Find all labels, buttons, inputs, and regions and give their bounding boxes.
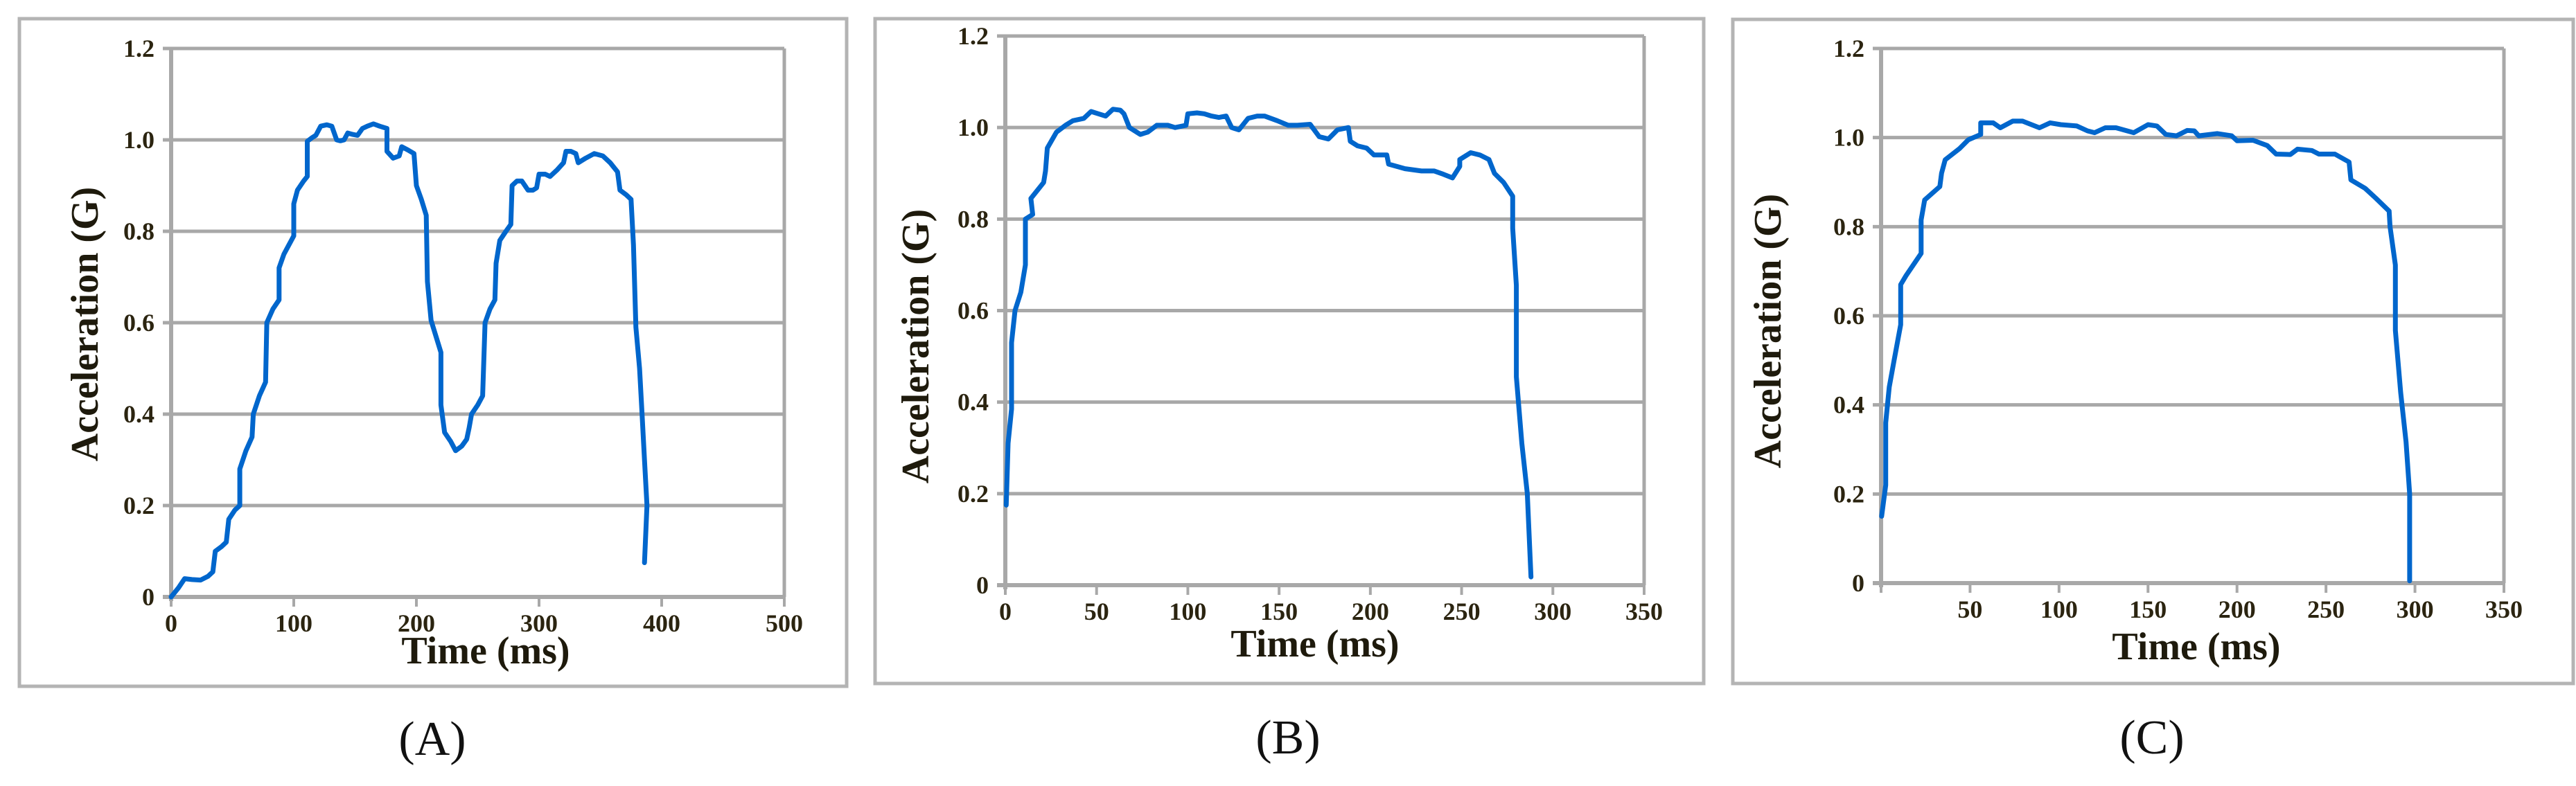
y-tick-label: 0.4 <box>123 400 155 428</box>
axes-c <box>1873 48 2505 593</box>
x-axis-label-c: Time (ms) <box>2112 625 2280 668</box>
y-tick-label: 0 <box>1852 569 1864 597</box>
acceleration-line-c <box>1879 118 2412 584</box>
x-tick-label: 300 <box>520 609 558 637</box>
y-tick-label: 0.6 <box>1833 302 1864 330</box>
x-tick-label: 350 <box>2485 596 2523 623</box>
y-tick-label: 0.4 <box>1833 391 1864 419</box>
panel-a: 0 100 200 300 400 500 0 0.2 0.4 0.6 0.8 1.0 1.2 Acce… <box>17 17 849 766</box>
x-tick-label: 0 <box>999 598 1012 625</box>
y-tick-label: 1.2 <box>1833 35 1864 62</box>
chart-frame-c <box>1731 17 2575 686</box>
y-tick-label: 0.6 <box>123 309 155 337</box>
x-tick-label: 150 <box>2129 596 2167 623</box>
y-tick-label: 1.2 <box>958 22 989 50</box>
y-tick-label: 1.0 <box>123 126 155 154</box>
panel-caption-c: (C) <box>2119 711 2184 765</box>
y-tick-label: 0.4 <box>958 388 989 416</box>
panel-caption-b: (B) <box>1255 711 1320 765</box>
x-tick-label: 100 <box>2040 596 2078 623</box>
x-tick-label: 50 <box>1084 598 1109 625</box>
y-tick-label: 0.2 <box>123 492 155 519</box>
x-tick-label: 500 <box>766 609 803 637</box>
x-tick-label: 100 <box>1169 598 1206 625</box>
y-tick-label: 0.8 <box>1833 213 1864 240</box>
y-tick-label: 1.0 <box>1833 124 1864 152</box>
x-axis-label-a: Time (ms) <box>401 629 570 672</box>
x-tick-label: 200 <box>398 609 435 637</box>
y-tick-label: 1.0 <box>958 114 989 141</box>
panel-b: 0 50 100 150 200 250 300 350 0 0.2 0.4 0.6 0.8 1.0 1.2… <box>873 17 1706 765</box>
y-axis-label-b: Acceleration (G) <box>894 209 937 483</box>
x-tick-label: 50 <box>1957 596 1982 623</box>
gridlines-b <box>997 34 1646 585</box>
x-tick-label: 300 <box>2397 596 2434 623</box>
x-tick-label: 400 <box>643 609 680 637</box>
tick-labels-b: 0 50 100 150 200 250 300 350 0 0.2 0.4 0.6 0.8 1.0 1.2 <box>958 22 1663 625</box>
tick-labels-a: 0 100 200 300 400 500 0 0.2 0.4 0.6 0.8 1.0 1.2 <box>123 35 803 637</box>
y-tick-label: 0.2 <box>958 480 989 508</box>
x-tick-label: 250 <box>1443 598 1481 625</box>
x-tick-label: 200 <box>2218 596 2256 623</box>
x-tick-label: 200 <box>1352 598 1389 625</box>
x-tick-label: 0 <box>165 609 177 637</box>
acceleration-line-a <box>168 121 650 600</box>
y-tick-label: 0.8 <box>958 205 989 233</box>
panel-c: 50 100 150 200 250 300 35000.20.40.60.81.01.2 … <box>1731 17 2575 765</box>
x-axis-label-b: Time (ms) <box>1230 623 1399 666</box>
acceleration-line-b <box>1003 107 1534 580</box>
x-tick-label: 150 <box>1260 598 1298 625</box>
y-axis-label-c: Acceleration (G) <box>1747 194 1790 468</box>
y-tick-label: 0.2 <box>1833 480 1864 508</box>
x-tick-label: 300 <box>1534 598 1571 625</box>
y-tick-label: 1.2 <box>123 35 155 62</box>
y-tick-label: 0.6 <box>958 297 989 325</box>
panel-caption-a: (A) <box>398 713 466 766</box>
gridlines-a <box>163 46 786 597</box>
y-tick-label: 0 <box>976 571 989 599</box>
chart-frame-a <box>17 17 849 688</box>
y-tick-label: 0 <box>142 583 155 611</box>
y-axis-label-a: Acceleration (G) <box>64 187 107 461</box>
x-tick-label: 100 <box>275 609 312 637</box>
x-tick-label: 350 <box>1625 598 1663 625</box>
tick-labels-c: 50 100 150 200 250 300 350 0 0.2 0.4 0.6 0.8 1.0 1.2 <box>1833 35 2523 623</box>
x-tick-label: 250 <box>2307 596 2345 623</box>
y-tick-label: 0.8 <box>123 217 155 245</box>
